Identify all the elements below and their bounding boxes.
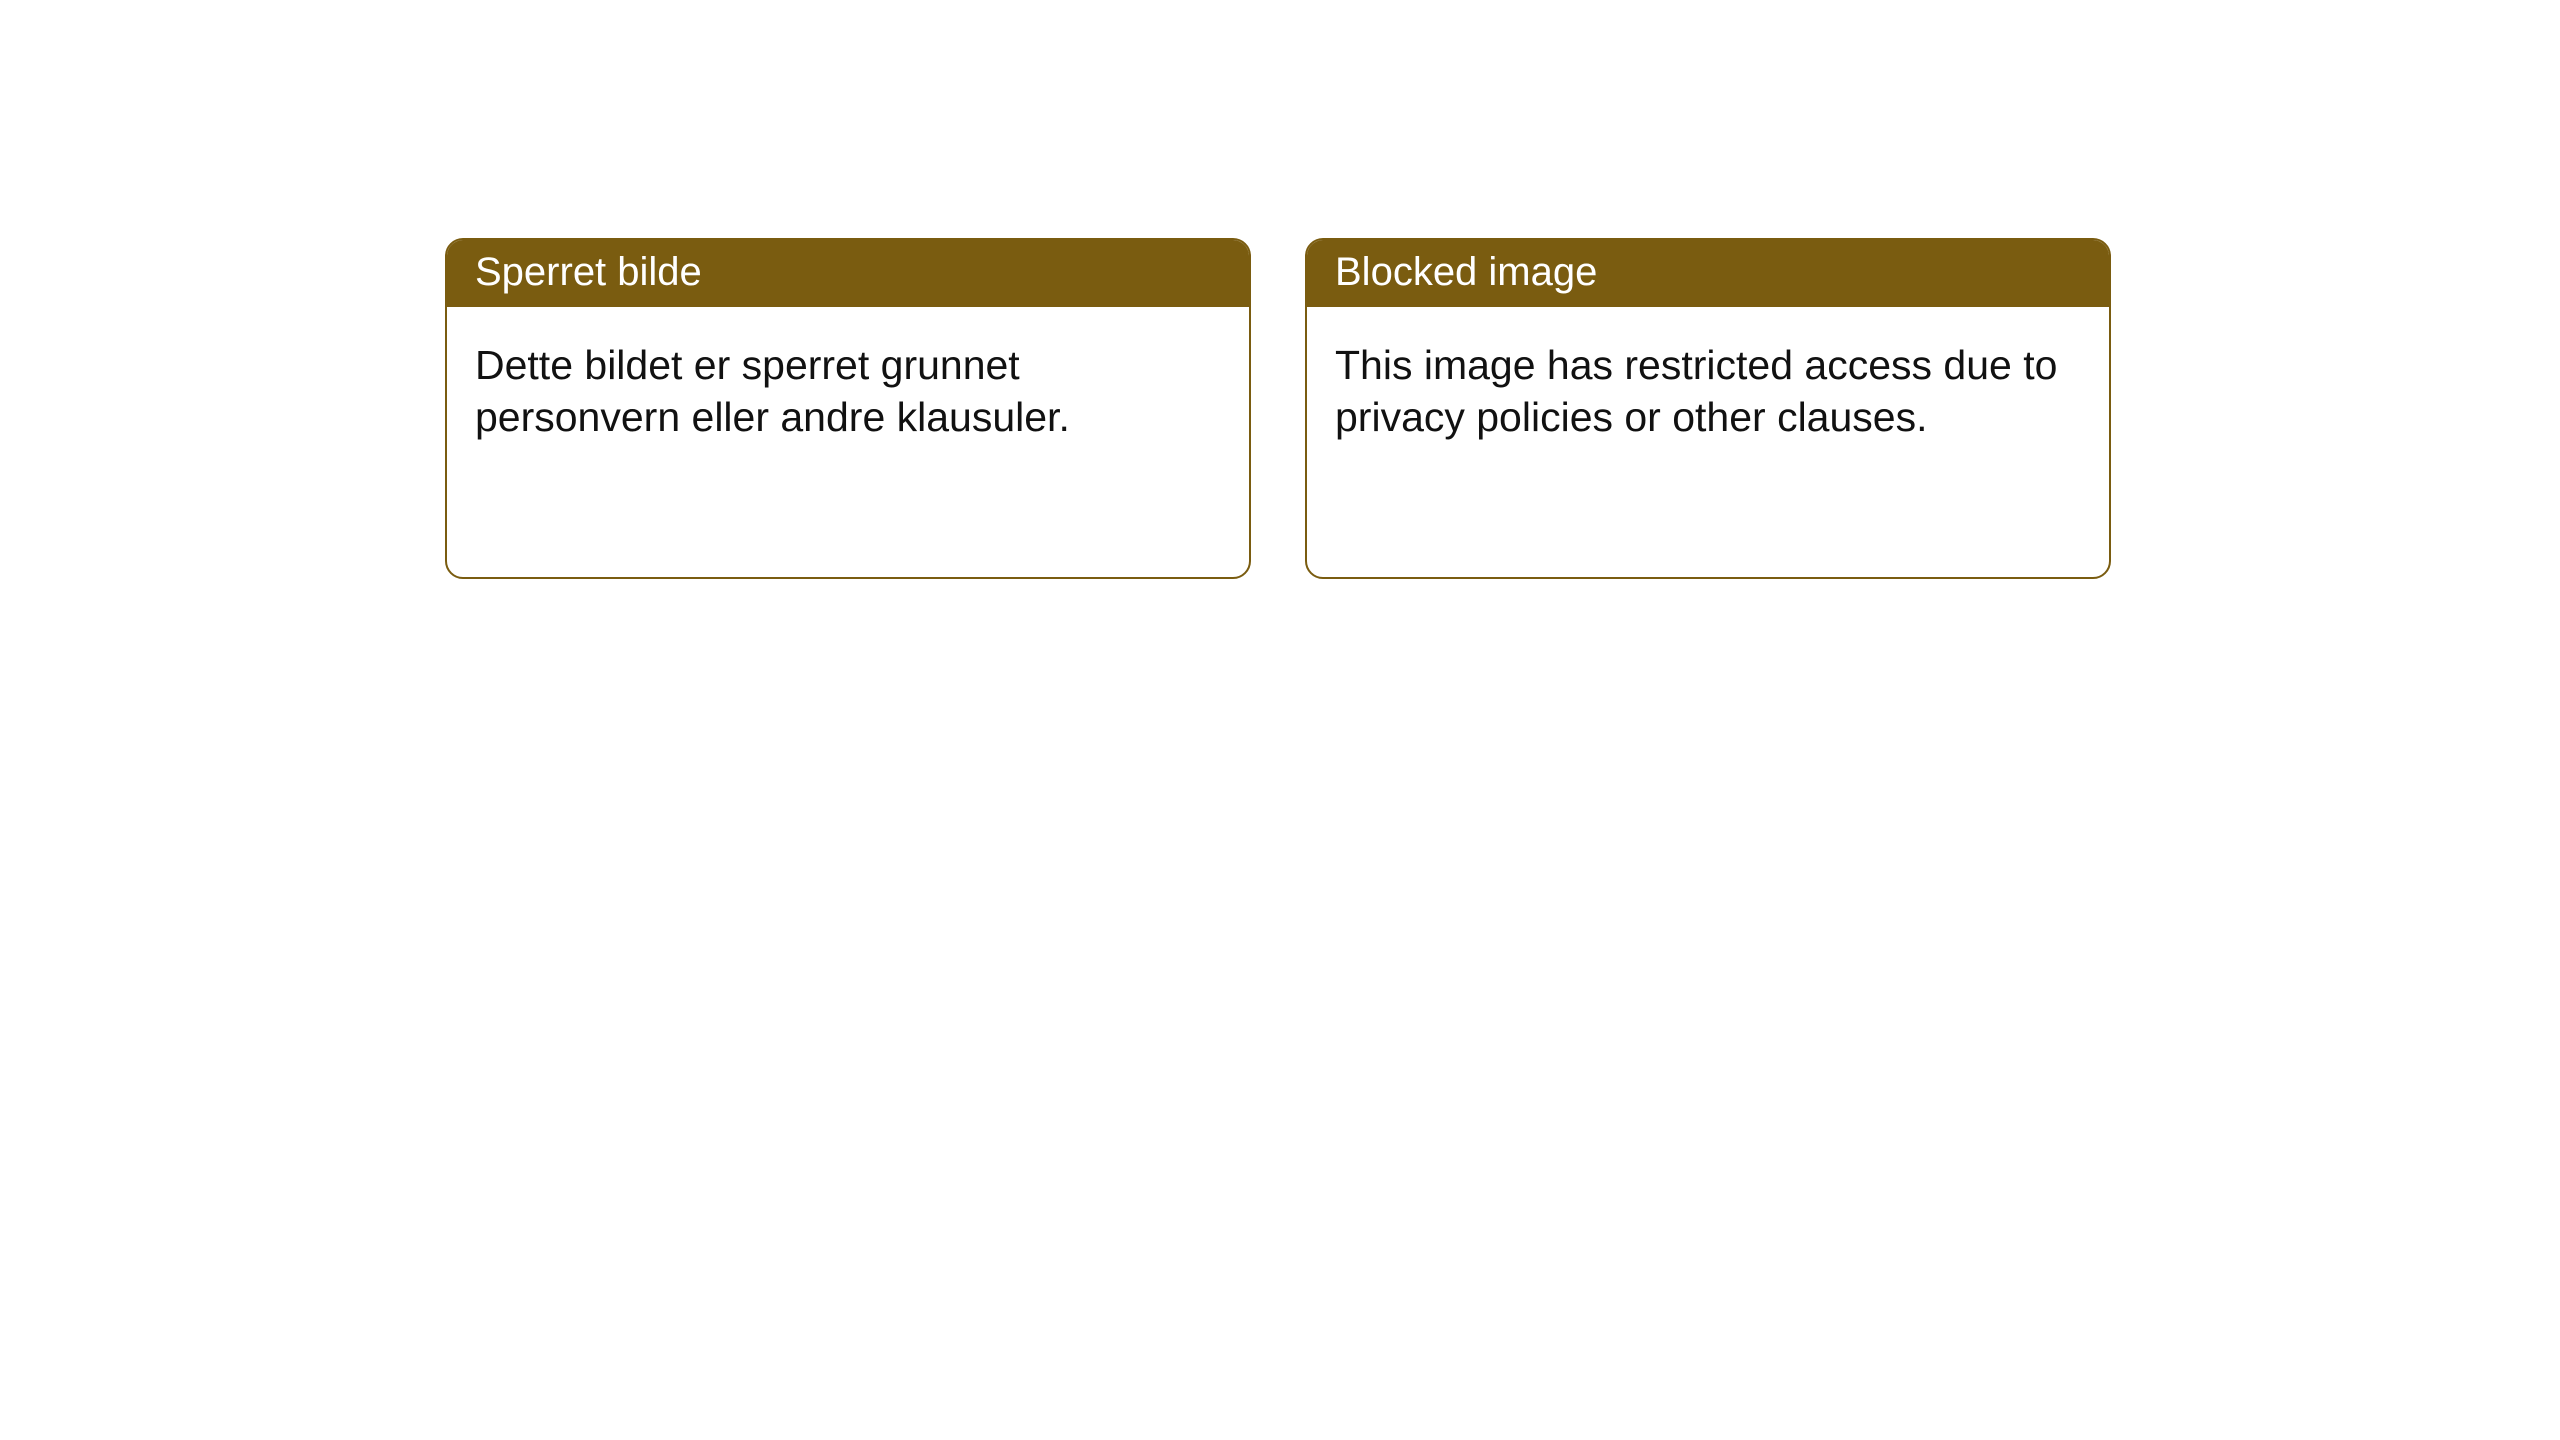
- blocked-image-card-norwegian: Sperret bilde Dette bildet er sperret gr…: [445, 238, 1251, 579]
- card-body: This image has restricted access due to …: [1307, 307, 2109, 577]
- card-body: Dette bildet er sperret grunnet personve…: [447, 307, 1249, 577]
- card-header: Blocked image: [1307, 240, 2109, 307]
- card-title: Blocked image: [1335, 250, 1597, 294]
- blocked-image-cards: Sperret bilde Dette bildet er sperret gr…: [445, 238, 2111, 579]
- card-title: Sperret bilde: [475, 250, 702, 294]
- card-body-text: This image has restricted access due to …: [1335, 339, 2081, 444]
- blocked-image-card-english: Blocked image This image has restricted …: [1305, 238, 2111, 579]
- card-body-text: Dette bildet er sperret grunnet personve…: [475, 339, 1221, 444]
- card-header: Sperret bilde: [447, 240, 1249, 307]
